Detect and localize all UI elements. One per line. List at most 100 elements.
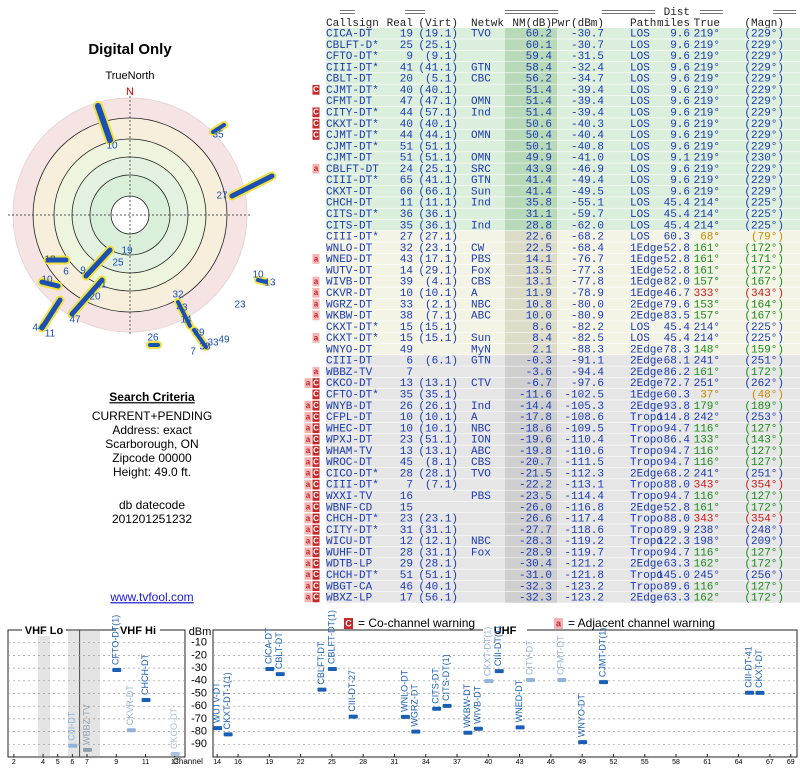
cell-nm: 11.9 [526, 288, 552, 300]
cell-dist: 9.6 [670, 85, 690, 97]
cell-callsign: CFMT-DT [326, 96, 373, 108]
signal-bar [442, 703, 452, 708]
warning-box [304, 468, 312, 479]
warning-box [304, 457, 312, 467]
cell-path: Tropo [630, 480, 663, 492]
station-label: CIII-DT-27 [347, 670, 357, 712]
row-bg [326, 242, 800, 253]
cell-netwk: Ind [471, 401, 491, 413]
station-label: CFTO-DT(1) [111, 615, 121, 665]
x-tick-label: 28 [359, 759, 367, 766]
warning-box [312, 276, 320, 287]
column-header: (Virt) [418, 18, 458, 30]
warning-marker: a [306, 480, 311, 489]
cell-dist: 68.2 [664, 468, 690, 480]
station-label: CITY-DT [524, 640, 534, 675]
warning-marker: C [313, 119, 319, 128]
warning-box [312, 536, 320, 546]
row-bg [326, 366, 800, 378]
polar-label: 35 [212, 130, 224, 141]
cell-real: 51 [400, 153, 414, 165]
polar-label: 19 [121, 246, 133, 257]
cell-pwr: -118.6 [564, 525, 604, 537]
cell-pwr: -55.1 [571, 198, 604, 210]
cell-netwk: Ind [471, 220, 491, 232]
cell-callsign: CFTO-DT* [326, 390, 379, 402]
row-bg [326, 298, 800, 310]
station-label: CITS-DT [431, 668, 441, 704]
station-label: CBLT-DT [274, 632, 284, 669]
station-label: CBLFT-DT [316, 641, 326, 685]
cell-true: 157° [694, 277, 720, 289]
cell-nm: -19.8 [519, 446, 552, 458]
cell-true: 214° [694, 322, 720, 334]
signal-bar [578, 740, 588, 745]
cell-real: 27 [400, 232, 413, 244]
cell-pwr: -80.0 [571, 299, 604, 311]
cell-true: 214° [694, 220, 720, 232]
signal-bar [170, 751, 180, 756]
row-bg [326, 140, 800, 152]
site-link[interactable]: www.tvfool.com [109, 590, 193, 604]
cell-nm: -30.4 [519, 559, 552, 571]
signal-bar [745, 690, 755, 695]
polar-label: 10 [41, 275, 53, 286]
cell-netwk: GTN [471, 62, 491, 74]
polar-bar [229, 173, 275, 199]
cell-true: 161° [694, 254, 720, 266]
cell-netwk: CBC [471, 74, 491, 86]
nm-cell-bg [505, 467, 557, 479]
warning-box [312, 107, 320, 118]
cell-dist: 114.8 [657, 412, 690, 424]
cell-virt: (7.1) [425, 480, 458, 492]
cell-callsign: CKVR-DT [326, 288, 373, 300]
cell-path: 2Edge [630, 468, 663, 480]
cell-pwr: -80.9 [571, 311, 604, 323]
warning-box [312, 118, 320, 129]
cell-dist: 86.4 [664, 435, 691, 447]
cell-virt: (15.1) [418, 333, 458, 345]
cell-callsign: WBGT-CA [326, 581, 373, 593]
cell-real: 15 [400, 322, 413, 334]
warning-marker: C [313, 457, 319, 466]
cell-magn: (164°) [744, 299, 784, 311]
cell-magn: (172°) [744, 243, 784, 255]
nm-cell-bg [505, 264, 557, 276]
cell-nm: -22.2 [519, 480, 552, 492]
warning-marker: C [313, 446, 319, 455]
polar-label: 25 [112, 258, 124, 269]
warning-marker: a [306, 593, 311, 602]
cell-netwk: CBS [471, 457, 491, 469]
cell-callsign: CJMT-DT* [326, 130, 379, 142]
station-label: CHCH-DT [140, 653, 150, 694]
warning-box [312, 378, 320, 388]
x-tick-label: 19 [265, 759, 273, 766]
cell-real: 31 [400, 525, 414, 537]
panel-title-bg [116, 626, 160, 636]
cell-magn: (172°) [744, 265, 784, 277]
cell-nm: 10.8 [526, 299, 552, 311]
cell-virt: (40.1) [418, 119, 458, 131]
cell-nm: 60.2 [526, 29, 552, 41]
cell-magn: (127°) [744, 581, 784, 593]
cell-nm: 50.4 [526, 130, 553, 142]
cell-dist: 94.7 [664, 446, 690, 458]
nm-cell-bg [505, 84, 557, 96]
warning-box [304, 423, 312, 434]
cell-callsign: CBLT-DT [326, 74, 373, 86]
cell-netwk: PBS [471, 254, 491, 266]
row-bg [326, 118, 800, 129]
cell-nm: 14.1 [526, 254, 553, 266]
cell-true: 161° [694, 243, 720, 255]
cell-path: LOS [630, 29, 650, 41]
cell-path: Tropo [630, 491, 663, 503]
nm-cell-bg [505, 490, 557, 502]
warning-marker: a [306, 412, 311, 421]
signal-bar [223, 732, 233, 737]
signal-bar [112, 668, 122, 673]
cell-callsign: CBLFT-DT [326, 164, 379, 176]
polar-bar [192, 328, 208, 349]
cell-path: Tropo [630, 412, 663, 424]
cell-callsign: WPXJ-DT [326, 435, 373, 447]
